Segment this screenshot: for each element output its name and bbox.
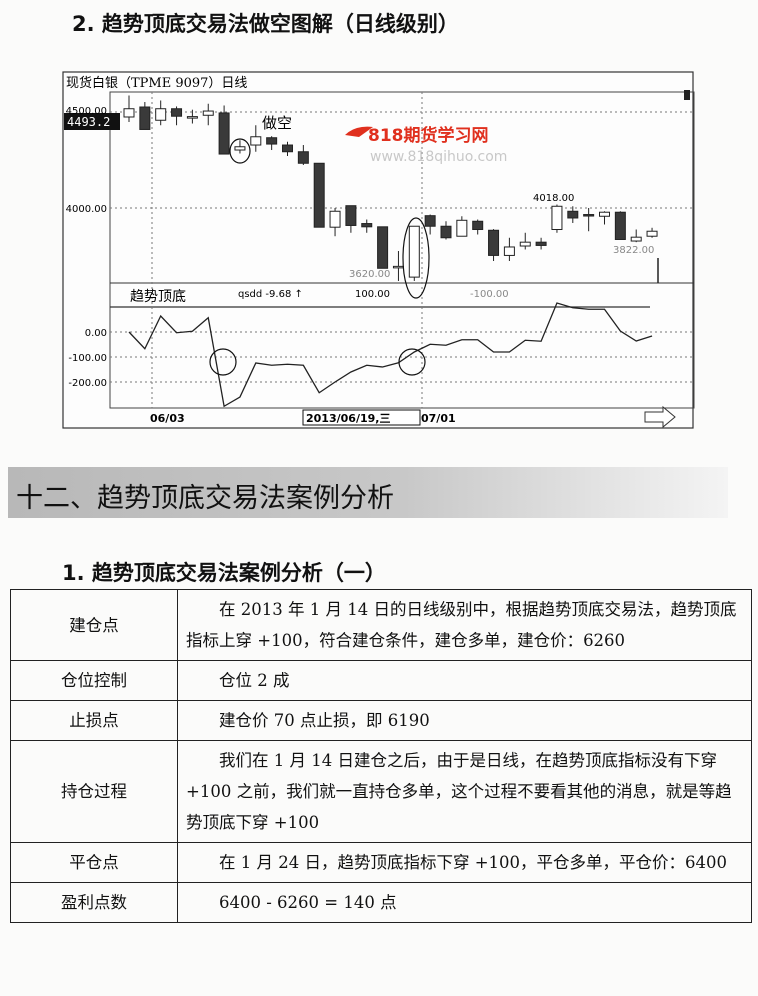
candle-body [171,108,183,117]
ind-tick-0: 0.00 [85,328,107,339]
cross-circle-1 [209,348,237,376]
candle-body [234,146,246,151]
candle-body [472,220,484,231]
date-cursor-box [302,409,421,426]
case-table: 建仓点在 2013 年 1 月 14 日的日线级别中，根据趋势顶底交易法，趋势顶… [10,589,752,923]
candle-body [503,246,515,256]
row-label: 平仓点 [10,842,178,883]
candle-body [392,265,404,269]
candle-body [440,225,452,239]
candle-body [123,108,135,118]
row-label: 持仓过程 [10,740,178,843]
row-label: 盈利点数 [10,882,178,923]
row-value: 建仓价 70 点止损，即 6190 [177,700,752,741]
candle-body [646,230,658,237]
cross-circle-2 [398,348,426,376]
indicator-level-low: -100.00 [470,289,509,300]
candle-body [583,214,595,217]
table-row: 建仓点在 2013 年 1 月 14 日的日线级别中，根据趋势顶底交易法，趋势顶… [10,589,752,661]
table-row: 仓位控制 仓位 2 成 [10,660,752,701]
price-tick-4000: 4000.00 [66,204,107,215]
table-row: 平仓点在 1 月 24 日，趋势顶底指标下穿 +100，平仓多单，平仓价：640… [10,842,752,883]
date-label-3: 07/01 [421,412,456,425]
scroll-marker [684,90,690,100]
candle-body [266,137,278,145]
watermark-logo-icon [345,126,373,137]
candle-body [424,215,436,227]
candle-body [377,226,389,269]
label-high: 4018.00 [533,193,574,204]
table-row: 止损点 建仓价 70 点止损，即 6190 [10,700,752,741]
table-row: 盈利点数 6400 - 6260 = 140 点 [10,882,752,923]
candle-body [488,229,500,256]
watermark-name: 818期货学习网 [368,125,489,146]
candle-body [186,116,198,119]
candle-body [297,151,309,164]
candle-body [614,211,626,240]
candle-body [313,162,325,228]
watermark-url: www.818qihuo.com [370,149,507,165]
date-label-2: 2013/06/19,三 [306,412,390,425]
short-signal-circle [229,138,251,164]
section-title: 十二、趋势顶底交易法案例分析 [16,483,394,514]
row-value: 仓位 2 成 [177,660,752,701]
row-label: 建仓点 [10,589,178,661]
row-label: 仓位控制 [10,660,178,701]
table-row: 持仓过程 我们在 1 月 14 日建仓之后，由于是日线，在趋势顶底指标没有下穿 +… [10,740,752,843]
candle-body [155,108,167,121]
figure-title: 2. 趋势顶底交易法做空图解（日线级别） [72,12,459,36]
candle-body [567,210,579,219]
candle-body [345,205,357,226]
chart-header: 现货白银（TPME 9097）日线 [66,75,247,91]
candle-body [535,241,547,246]
price-badge-text: 4493.2 [67,115,110,129]
plot-area [109,91,695,409]
label-low2: 3822.00 [613,245,654,256]
row-value: 我们在 1 月 14 日建仓之后，由于是日线，在趋势顶底指标没有下穿 +100 … [177,740,752,843]
candle-body [519,241,531,247]
candlestick-chart: 现货白银（TPME 9097）日线 4493.2 4500.00 4000.00… [62,71,695,429]
row-value: 6400 - 6260 = 140 点 [177,882,752,923]
row-value: 在 1 月 24 日，趋势顶底指标下穿 +100，平仓多单，平仓价：6400 [177,842,752,883]
candle-oval [402,217,430,299]
candle-body [250,136,262,146]
short-annotation: 做空 [262,114,292,132]
sub-title: 1. 趋势顶底交易法案例分析（一） [62,561,386,585]
candle-body [408,225,420,278]
candle-body [630,236,642,242]
ind-tick-m200: -200.00 [68,378,107,389]
grid [110,92,694,408]
candle-body [202,110,214,116]
indicator-readout: qsdd -9.68 ↑ [238,289,303,300]
indicator-level-high: 100.00 [355,289,390,300]
price-tick-4500: 4500.00 [66,106,107,117]
ind-tick-m100: -100.00 [68,353,107,364]
price-badge [64,113,120,130]
candle-body [599,211,610,217]
candle-body [139,106,151,130]
row-value: 在 2013 年 1 月 14 日的日线级别中，根据趋势顶底交易法，趋势顶底指标… [177,589,752,661]
candle-body [218,112,230,155]
indicator-line [128,302,653,408]
indicator-name: 趋势顶底 [130,289,186,305]
candle-body [456,219,468,237]
section-bar [8,467,728,518]
date-label-1: 06/03 [150,412,185,425]
candle-body [361,223,373,228]
candle-body [551,205,563,231]
candle-body [282,144,293,153]
row-label: 止损点 [10,700,178,741]
candles [123,95,659,283]
candle-body [329,210,341,228]
label-low1: 3620.00 [349,269,390,280]
scroll-right-arrow-icon[interactable] [644,405,676,429]
